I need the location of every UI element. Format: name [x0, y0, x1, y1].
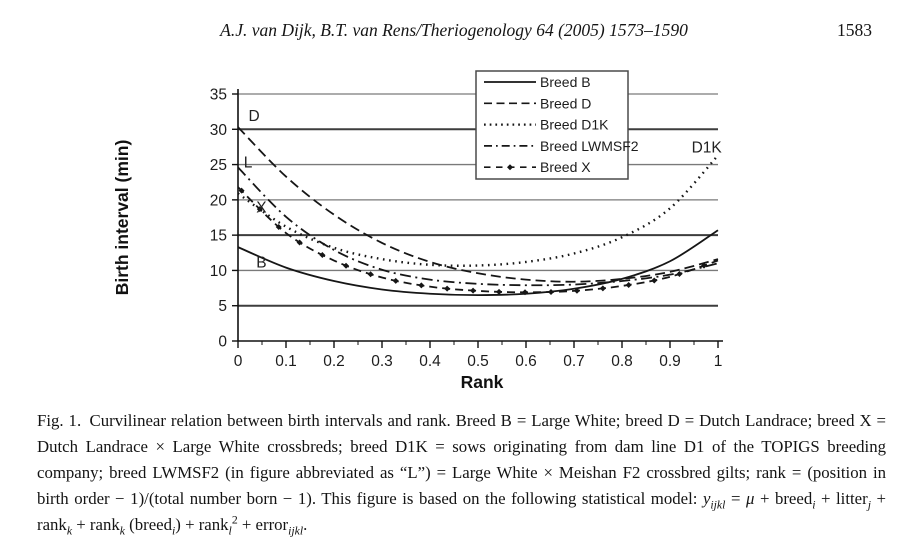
curve-label-d: D	[249, 108, 260, 125]
marker-diamond-breed-x	[548, 288, 555, 295]
marker-diamond-breed-x	[701, 262, 708, 269]
marker-diamond-breed-x	[296, 239, 303, 246]
legend-marker-breed-x	[507, 164, 513, 171]
y-tick-label-5: 5	[218, 298, 227, 315]
y-tick-label-10: 10	[210, 263, 228, 280]
marker-diamond-breed-x	[625, 281, 632, 288]
x-tick-label-0.8: 0.8	[611, 353, 633, 370]
y-tick-label-35: 35	[210, 87, 227, 104]
marker-diamond-breed-x	[238, 187, 245, 194]
marker-diamond-breed-x	[651, 277, 658, 284]
y-tick-label-0: 0	[218, 334, 227, 351]
marker-diamond-breed-x	[319, 252, 326, 259]
x-tick-label-0.9: 0.9	[659, 353, 681, 370]
x-tick-label-0.3: 0.3	[371, 353, 393, 370]
legend-label-breed-d1k: Breed D1K	[540, 117, 609, 133]
x-tick-label-0.2: 0.2	[323, 353, 345, 370]
marker-diamond-breed-x	[392, 277, 399, 284]
marker-diamond-breed-x	[256, 206, 263, 213]
x-tick-label-0.5: 0.5	[467, 353, 489, 370]
figure-caption: Fig. 1. Curvilinear relation between bir…	[37, 411, 886, 538]
curve-label-d1k: D1K	[692, 140, 723, 157]
curve-breed-b	[237, 229, 719, 297]
curve-breed-lwmsf2	[237, 166, 719, 287]
legend-label-breed-lwmsf2: Breed LWMSF2	[540, 138, 639, 154]
curve-label-l: L	[244, 154, 253, 171]
curve-breed-d	[237, 126, 719, 283]
y-axis-title: Birth interval (min)	[112, 140, 132, 296]
y-tick-label-20: 20	[210, 192, 228, 209]
marker-diamond-breed-x	[573, 287, 580, 294]
x-tick-label-0.1: 0.1	[275, 353, 297, 370]
x-tick-label-0.7: 0.7	[563, 353, 585, 370]
marker-diamond-breed-x	[418, 282, 425, 289]
running-head-citation: A.J. van Dijk, B.T. van Rens/Theriogenol…	[220, 20, 688, 40]
marker-diamond-breed-x	[599, 285, 606, 292]
marker-diamond-breed-x	[522, 289, 529, 296]
y-tick-label-30: 30	[210, 122, 228, 139]
legend-label-breed-x: Breed X	[540, 159, 591, 175]
x-tick-label-1: 1	[714, 353, 723, 370]
marker-diamond-breed-x	[676, 271, 683, 278]
page-number: 1583	[837, 20, 872, 40]
marker-diamond-breed-x	[470, 287, 477, 294]
legend-label-breed-d: Breed D	[540, 95, 591, 111]
x-tick-label-0.4: 0.4	[419, 353, 441, 370]
curve-label-b: B	[256, 255, 266, 272]
y-tick-label-15: 15	[210, 228, 227, 245]
x-tick-label-0: 0	[234, 353, 243, 370]
x-tick-label-0.6: 0.6	[515, 353, 537, 370]
marker-diamond-breed-x	[275, 224, 282, 231]
curve-label-x: X	[256, 200, 267, 217]
figure-chart: 0 5 10 15 20 25 30 35 0 0.1 0.2 0.3 0.4 0.5 0.6 0.7 0.8 0…	[112, 70, 723, 392]
legend-label-breed-b: Breed B	[540, 74, 591, 90]
marker-diamond-breed-x	[343, 262, 350, 269]
marker-diamond-breed-x	[496, 288, 503, 295]
y-tick-label-25: 25	[210, 157, 227, 174]
x-axis-title: Rank	[461, 372, 504, 392]
marker-diamond-breed-x	[444, 285, 451, 292]
marker-diamond-breed-x	[367, 271, 374, 278]
